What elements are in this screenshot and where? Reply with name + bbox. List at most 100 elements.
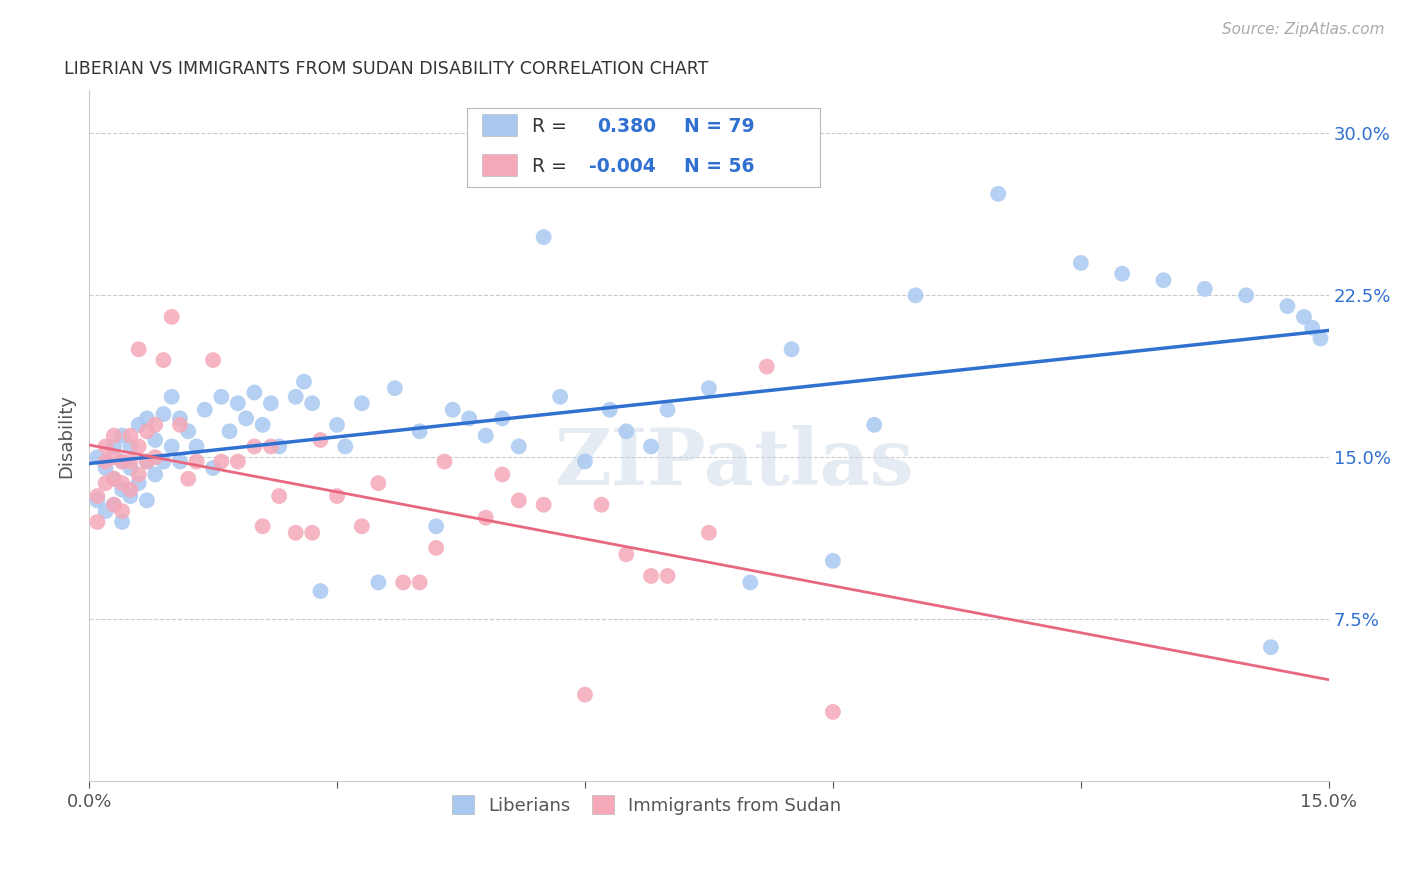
Point <box>697 525 720 540</box>
Point <box>143 450 166 465</box>
Point <box>269 439 291 453</box>
Text: R =: R = <box>531 117 567 136</box>
Point <box>103 439 125 453</box>
Point <box>755 359 778 374</box>
Point <box>780 343 803 357</box>
Point <box>169 454 191 468</box>
Point <box>103 472 125 486</box>
FancyBboxPatch shape <box>467 108 821 187</box>
Point <box>1234 288 1257 302</box>
Text: LIBERIAN VS IMMIGRANTS FROM SUDAN DISABILITY CORRELATION CHART: LIBERIAN VS IMMIGRANTS FROM SUDAN DISABI… <box>65 60 709 78</box>
Point <box>1292 310 1315 324</box>
Point <box>863 417 886 432</box>
Point <box>111 504 134 518</box>
Point <box>657 569 679 583</box>
Point <box>491 467 513 482</box>
Point <box>120 483 142 497</box>
Point <box>94 476 117 491</box>
Point <box>252 417 274 432</box>
Point <box>591 498 613 512</box>
Text: R =: R = <box>531 157 567 176</box>
Point <box>508 493 530 508</box>
Y-axis label: Disability: Disability <box>58 393 75 477</box>
Point <box>350 519 373 533</box>
Point <box>111 454 134 468</box>
Point <box>120 439 142 453</box>
Text: Source: ZipAtlas.com: Source: ZipAtlas.com <box>1222 22 1385 37</box>
Point <box>103 450 125 465</box>
Point <box>143 433 166 447</box>
Point <box>367 476 389 491</box>
Point <box>128 476 150 491</box>
Point <box>301 525 323 540</box>
Point <box>169 417 191 432</box>
Point <box>143 417 166 432</box>
Point <box>367 575 389 590</box>
Point <box>821 554 844 568</box>
Point <box>474 428 496 442</box>
Point <box>1301 320 1323 334</box>
Point <box>120 461 142 475</box>
Point <box>533 230 555 244</box>
Point <box>260 439 283 453</box>
Point <box>202 461 225 475</box>
Point <box>86 493 108 508</box>
Point <box>160 439 183 453</box>
Point <box>160 390 183 404</box>
Point <box>94 439 117 453</box>
Point <box>120 428 142 442</box>
Point <box>209 454 232 468</box>
Point <box>202 353 225 368</box>
Point <box>226 396 249 410</box>
Point <box>160 310 183 324</box>
Point <box>508 439 530 453</box>
Point <box>392 575 415 590</box>
Point <box>640 439 662 453</box>
Point <box>111 428 134 442</box>
Point <box>111 476 134 491</box>
Point <box>128 467 150 482</box>
Point <box>740 575 762 590</box>
Point <box>640 569 662 583</box>
Point <box>209 390 232 404</box>
Point <box>135 425 157 439</box>
Point <box>252 519 274 533</box>
Point <box>408 575 430 590</box>
Point <box>1070 256 1092 270</box>
Point <box>284 390 307 404</box>
Point <box>111 483 134 497</box>
Point <box>408 425 430 439</box>
Point <box>111 515 134 529</box>
Text: N = 79: N = 79 <box>685 117 755 136</box>
Point <box>548 390 571 404</box>
Point <box>218 425 240 439</box>
Text: N = 56: N = 56 <box>685 157 755 176</box>
Point <box>987 186 1010 201</box>
Point <box>103 498 125 512</box>
Point <box>103 428 125 442</box>
Point <box>260 396 283 410</box>
Point <box>433 454 456 468</box>
Point <box>533 498 555 512</box>
Point <box>186 439 208 453</box>
Point <box>194 402 217 417</box>
Point <box>235 411 257 425</box>
Point <box>135 411 157 425</box>
Point <box>269 489 291 503</box>
Point <box>143 467 166 482</box>
Point <box>128 343 150 357</box>
Point <box>111 454 134 468</box>
Point <box>152 353 174 368</box>
Point <box>94 461 117 475</box>
Point <box>441 402 464 417</box>
Text: 0.380: 0.380 <box>598 117 657 136</box>
Point <box>574 454 596 468</box>
Point <box>243 439 266 453</box>
Point <box>491 411 513 425</box>
Legend: Liberians, Immigrants from Sudan: Liberians, Immigrants from Sudan <box>443 787 851 824</box>
Point <box>335 439 357 453</box>
Text: ZIPatlas: ZIPatlas <box>554 425 914 501</box>
Point <box>657 402 679 417</box>
Point <box>326 417 349 432</box>
Point <box>94 504 117 518</box>
